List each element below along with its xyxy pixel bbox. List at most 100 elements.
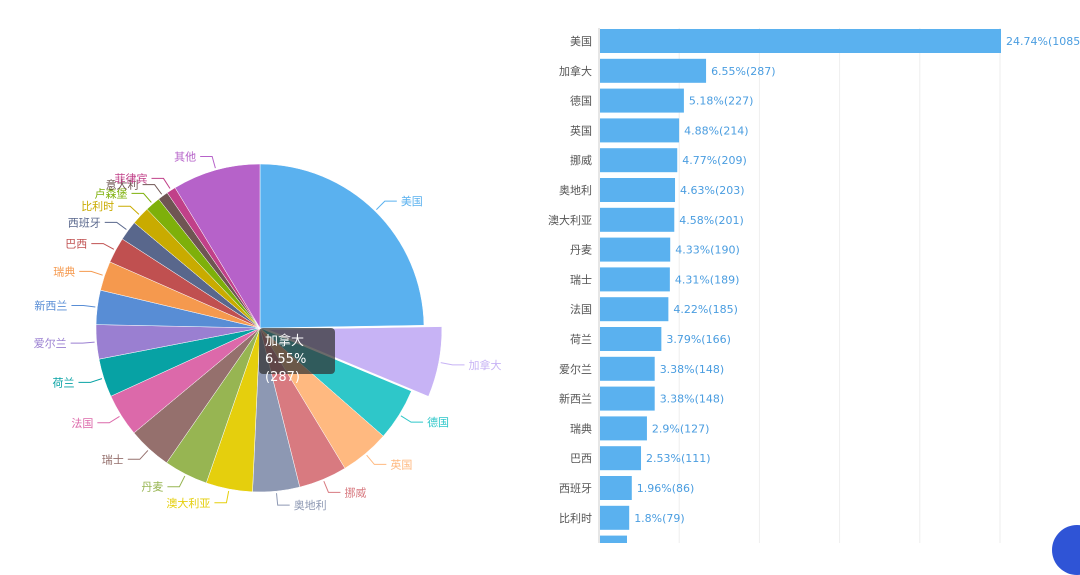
bar bbox=[600, 476, 632, 500]
bar bbox=[600, 446, 642, 471]
pie-label: 挪威 bbox=[344, 485, 366, 499]
bar bbox=[600, 535, 627, 543]
pie-label: 德国 bbox=[427, 415, 449, 429]
tooltip-name: 加拿大 bbox=[265, 334, 305, 349]
bar bbox=[600, 207, 675, 232]
bar-value-label: 1.96%(86) bbox=[637, 482, 695, 495]
bar-value-label: 4.33%(190) bbox=[675, 244, 740, 257]
pie-label: 其他 bbox=[174, 151, 196, 164]
pie-label-line bbox=[97, 415, 120, 424]
pie-label: 奥地利 bbox=[294, 498, 327, 512]
pie-label: 澳大利亚 bbox=[166, 496, 210, 510]
bar bbox=[600, 386, 655, 411]
pie-label: 巴西 bbox=[65, 238, 87, 251]
bar bbox=[600, 505, 630, 530]
bar-category-label: 美国 bbox=[570, 35, 592, 48]
bar bbox=[600, 237, 671, 262]
pie-slice bbox=[259, 163, 425, 329]
bar bbox=[600, 88, 684, 113]
bar-value-label: 4.22%(185) bbox=[673, 303, 738, 316]
bar bbox=[600, 58, 707, 83]
bar-value-label: 3.38%(148) bbox=[660, 363, 725, 376]
pie-label: 卢森堡 bbox=[95, 186, 128, 200]
bar-value-label: 4.58%(201) bbox=[679, 214, 744, 227]
bar-category-label: 丹麦 bbox=[570, 244, 592, 257]
pie-label-line bbox=[104, 221, 127, 230]
bar bbox=[600, 29, 1001, 53]
bar-value-label: 5.18%(227) bbox=[689, 95, 754, 108]
pie-slice bbox=[174, 163, 261, 329]
pie-label-line bbox=[127, 450, 149, 460]
bar bbox=[600, 267, 670, 292]
bar-value-label: 4.88%(214) bbox=[684, 124, 749, 137]
pie-label: 英国 bbox=[390, 457, 412, 471]
bar-value-label: 3.79%(166) bbox=[666, 333, 731, 346]
bar-value-label: 3.38%(148) bbox=[660, 393, 725, 406]
pie-label-line bbox=[214, 490, 230, 504]
pie-label-line bbox=[276, 493, 290, 506]
pie-label: 意大利 bbox=[106, 178, 139, 192]
bar-category-label: 瑞士 bbox=[570, 272, 592, 286]
bar bbox=[600, 297, 669, 322]
bar bbox=[600, 148, 678, 173]
bar-chart: 美国 24.74%(1085) 加拿大 6.55%(287) 德国 5.18%(227) 英… bbox=[548, 28, 1080, 543]
bar-value-label: 6.55%(287) bbox=[711, 65, 776, 78]
pie-label-line bbox=[366, 454, 387, 465]
pie-label-line bbox=[200, 156, 216, 169]
pie-label-line bbox=[71, 304, 96, 308]
pie-label-line bbox=[376, 200, 397, 211]
bar-category-label: 西班牙 bbox=[559, 482, 592, 495]
pie-label-line bbox=[323, 481, 341, 493]
pie-label-line bbox=[79, 270, 103, 276]
pie-label: 新西兰 bbox=[34, 298, 67, 312]
pie-tooltip: 加拿大 6.55%(287) bbox=[259, 328, 335, 385]
bar-value-label: 2.9%(127) bbox=[652, 422, 710, 435]
bar-category-label: 法国 bbox=[570, 302, 592, 316]
pie-label: 菲律宾 bbox=[114, 171, 147, 185]
bar-category-label: 奥地利 bbox=[559, 183, 592, 197]
bar-category-label: 荷兰 bbox=[570, 333, 592, 346]
pie-label: 比利时 bbox=[81, 200, 114, 213]
bar bbox=[600, 118, 680, 143]
bar-category-label: 加拿大 bbox=[559, 64, 592, 78]
pie-label-line bbox=[118, 205, 140, 215]
pie-label-line bbox=[400, 415, 424, 423]
pie-label-line bbox=[440, 362, 465, 366]
bar-category-label: 比利时 bbox=[559, 512, 592, 525]
bar bbox=[600, 416, 647, 441]
pie-label: 加拿大 bbox=[469, 358, 502, 372]
bar-value-label: 2.53%(111) bbox=[646, 452, 711, 465]
bar-category-label: 澳大利亚 bbox=[548, 213, 592, 227]
bar-value-label: 24.74%(1085) bbox=[1006, 35, 1080, 48]
pie-label-line bbox=[151, 177, 171, 189]
bar-category-label: 英国 bbox=[570, 123, 592, 137]
bar-category-label: 爱尔兰 bbox=[559, 363, 592, 376]
bar-value-label: 1.8%(79) bbox=[634, 512, 685, 525]
pie-label-line bbox=[91, 243, 115, 250]
pie-label: 丹麦 bbox=[141, 481, 163, 494]
pie-label-line bbox=[131, 192, 152, 203]
bar-value-label: 4.77%(209) bbox=[682, 154, 747, 167]
pie-label-line bbox=[70, 341, 95, 344]
pie-label: 法国 bbox=[71, 416, 93, 430]
bar-category-label: 瑞典 bbox=[570, 421, 592, 435]
tooltip-value: 6.55%(287) bbox=[265, 352, 307, 385]
pie-label-line bbox=[78, 378, 103, 383]
pie-label: 荷兰 bbox=[52, 376, 74, 389]
pie-label: 瑞士 bbox=[102, 452, 124, 466]
bar-value-label: 4.31%(189) bbox=[675, 273, 740, 286]
pie-label-line bbox=[142, 184, 163, 195]
bar-category-label: 新西兰 bbox=[559, 392, 592, 406]
bar-category-label: 德国 bbox=[570, 94, 592, 108]
pie-label: 西班牙 bbox=[68, 216, 101, 229]
bar-category-label: 巴西 bbox=[570, 452, 592, 465]
pie-label: 美国 bbox=[401, 195, 423, 208]
bar bbox=[600, 327, 662, 351]
bar-value-label: 4.63%(203) bbox=[680, 184, 745, 197]
pie-label: 爱尔兰 bbox=[34, 337, 67, 350]
bar bbox=[600, 178, 676, 202]
bar-category-label: 挪威 bbox=[570, 153, 592, 167]
pie-label-line bbox=[167, 475, 186, 488]
pie-label: 瑞典 bbox=[53, 264, 75, 278]
bar bbox=[600, 356, 655, 381]
